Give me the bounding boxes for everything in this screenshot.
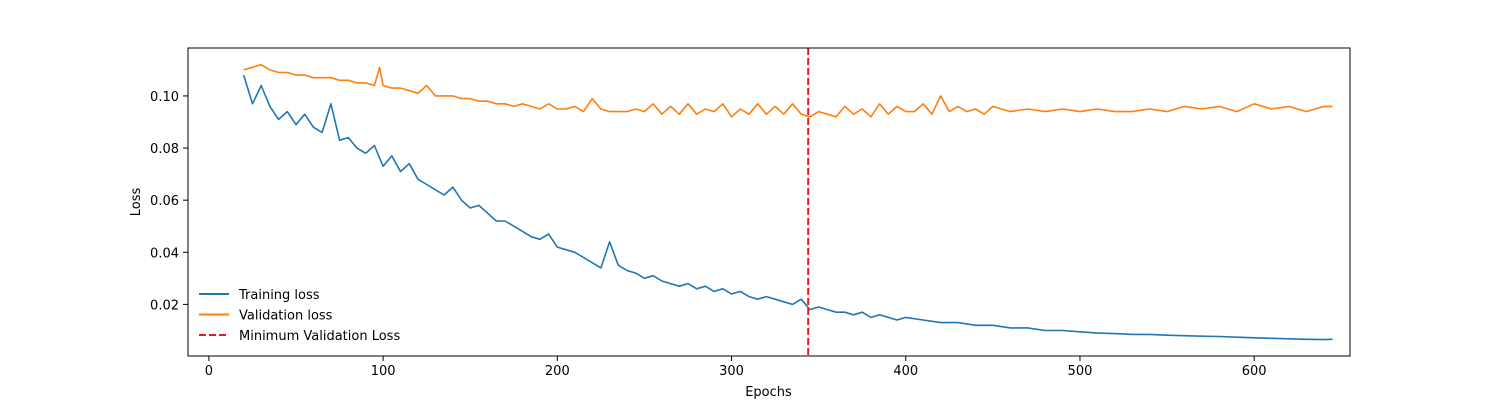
y-tick-label: 0.10 xyxy=(150,90,179,105)
x-tick-label: 100 xyxy=(371,364,396,379)
x-tick-label: 200 xyxy=(545,364,570,379)
y-axis-label: Loss xyxy=(129,188,144,217)
y-axis-ticks: 0.02 0.04 0.06 0.08 0.10 xyxy=(150,90,188,313)
x-tick-label: 300 xyxy=(719,364,744,379)
x-tick-label: 600 xyxy=(1242,364,1267,379)
series-validation-loss xyxy=(243,63,1333,118)
y-tick-label: 0.04 xyxy=(150,246,179,261)
plot-lines xyxy=(242,48,1333,356)
plot-area-border xyxy=(187,47,1351,357)
series-training-loss xyxy=(242,74,1333,341)
legend: Training loss Validation loss Minimum Vali… xyxy=(199,288,400,344)
y-tick-label: 0.08 xyxy=(150,142,179,157)
x-axis-label: Epochs xyxy=(745,385,792,400)
legend-label-validation-loss: Validation loss xyxy=(239,309,333,324)
axes-frame xyxy=(187,47,1351,357)
y-tick-label: 0.02 xyxy=(150,298,179,313)
legend-label-minimum-validation-loss: Minimum Validation Loss xyxy=(239,329,400,344)
x-axis-ticks: 0 100 200 300 400 500 600 xyxy=(205,356,1267,379)
x-tick-label: 0 xyxy=(205,364,213,379)
y-tick-label: 0.06 xyxy=(150,194,179,209)
legend-label-training-loss: Training loss xyxy=(238,288,320,303)
x-tick-label: 400 xyxy=(893,364,918,379)
x-tick-label: 500 xyxy=(1068,364,1093,379)
